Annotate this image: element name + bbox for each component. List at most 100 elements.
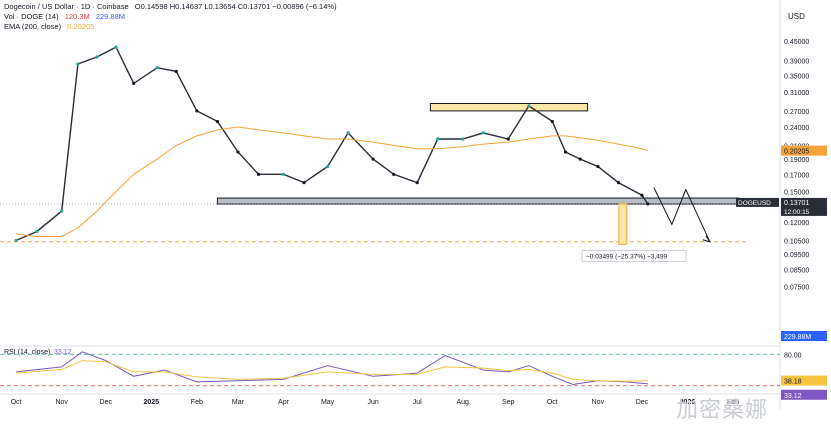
price-point (302, 181, 306, 185)
price-tick-label: 0.08500 (784, 267, 809, 274)
symbol-tag (736, 197, 779, 207)
ema-200-line (16, 126, 648, 237)
ema-price-tag (781, 145, 827, 156)
symbol-tag-label: DOGEUSD (738, 200, 771, 207)
time-axis-label: Nov (55, 399, 68, 406)
price-point (60, 209, 64, 213)
price-tick-label: 0.17000 (784, 172, 809, 179)
rsi-value-tag (781, 389, 827, 400)
rsi-ma-value: 38.18 (784, 379, 802, 386)
rsi-ma-tag (781, 375, 827, 386)
price-point (256, 172, 261, 176)
rsi-label[interactable]: RSI (14, close) (4, 349, 50, 356)
rsi-value: 33.12 (54, 349, 72, 356)
projection-arrowhead (702, 235, 712, 243)
time-axis-label: Dec (100, 399, 113, 406)
resistance-zone[interactable] (429, 102, 589, 112)
time-axis-label: Jul (413, 399, 422, 406)
price-point (616, 181, 621, 185)
price-point (281, 172, 286, 176)
time-axis-label: Aug (456, 399, 469, 406)
ohlc-values: O0.14598 H0.14637 L0.13654 C0.13701 −0.0… (134, 2, 337, 11)
price-point (132, 81, 136, 85)
time-axis-label: Feb (727, 399, 739, 406)
price-point (640, 193, 644, 197)
price-series-line (15, 46, 649, 242)
projection-arrow[interactable] (653, 187, 711, 242)
price-point (527, 104, 531, 108)
price-point (114, 45, 118, 49)
time-axis-label: 2025 (144, 399, 160, 406)
price-point (481, 131, 485, 135)
price-point (506, 137, 510, 141)
time-axis-label: Oct (547, 399, 558, 406)
volume-legend[interactable]: Vol · DOGE (14) 120.3M 229.88M (4, 12, 129, 22)
time-axis-label: Dec (636, 399, 649, 406)
ema-value: 0.20205 (67, 22, 95, 31)
price-tick-label: 0.27000 (784, 109, 809, 116)
price-point (371, 157, 375, 161)
price-point (550, 119, 554, 124)
price-point (195, 109, 199, 113)
price-point (436, 137, 440, 141)
price-tick-label: 0.35000 (784, 73, 809, 80)
price-point (346, 131, 350, 135)
countdown-value: 12:00:15 (784, 209, 810, 216)
rsi-series-line (16, 351, 648, 386)
price-tick-label: 0.07500 (784, 285, 809, 292)
time-axis-label: Nov (592, 399, 605, 406)
rsi-value-tag-label: 33.12 (784, 393, 802, 400)
price-tick-label: 0.19000 (784, 157, 809, 164)
price-tick-label: 0.45000 (784, 39, 809, 46)
rsi-series-line (16, 360, 648, 382)
time-axis-label: May (321, 399, 335, 406)
time-axis-label: Mar (232, 399, 245, 406)
price-point (578, 157, 582, 161)
time-axis-label: Feb (191, 399, 203, 406)
ema-label: EMA (200, close) (4, 22, 62, 31)
price-point (236, 150, 240, 154)
price-point (215, 119, 220, 124)
price-point (461, 137, 465, 141)
price-point (646, 202, 650, 206)
price-point (155, 66, 159, 70)
price-tick-label: 0.39000 (784, 58, 809, 65)
symbol-header: Dogecoin / US Dollar · 1D · Coinbase O0.… (4, 2, 341, 12)
symbol-title[interactable]: Dogecoin / US Dollar · 1D · Coinbase (4, 2, 129, 11)
measure-range-box[interactable] (618, 203, 628, 245)
time-axis-label: Sep (502, 399, 515, 406)
time-axis-label: Oct (11, 399, 22, 406)
price-tick-label: 0.31000 (784, 90, 809, 97)
last-price-value: 0.13701 (784, 200, 809, 207)
watermark: 加密桑娜 (676, 398, 769, 423)
price-point (174, 69, 178, 74)
ema-price-value: 0.20205 (784, 149, 809, 156)
volume-ma-tag (781, 331, 827, 341)
measure-label-box (581, 249, 687, 262)
measure-label: −0.03499 (−25.37%) −3,499 (586, 253, 668, 260)
price-tick-label: 0.12000 (784, 220, 809, 227)
price-tick-label: 0.10500 (784, 238, 809, 245)
time-axis-label: Apr (278, 399, 290, 406)
time-axis-label: 2026 (680, 399, 696, 406)
rsi-upper-label: 80.00 (784, 352, 802, 359)
price-point (14, 238, 18, 243)
price-point (415, 181, 419, 185)
volume-ma-value: 229.88M (784, 334, 811, 341)
currency-label: USD (788, 12, 805, 21)
price-point (95, 55, 99, 59)
price-point (563, 150, 568, 154)
price-point (76, 62, 80, 66)
volume-label: Vol · DOGE (14) (4, 12, 59, 21)
volume-value: 120.3M (64, 12, 90, 21)
price-point (596, 164, 600, 169)
price-point (325, 164, 330, 169)
time-axis-label: Jun (367, 399, 378, 406)
price-point (392, 172, 396, 176)
ema-legend[interactable]: EMA (200, close) 0.20205 (4, 22, 98, 32)
last-price-tag (781, 197, 827, 216)
price-point (35, 229, 39, 234)
price-tick-label: 0.15000 (784, 189, 809, 196)
